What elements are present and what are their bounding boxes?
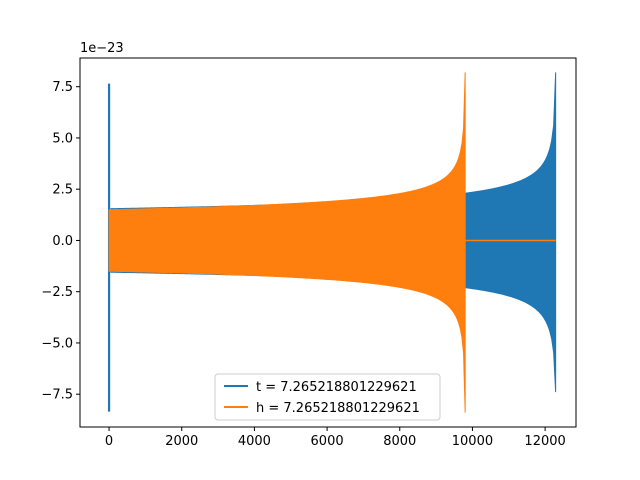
x-axis: 0 2000 4000 6000 8000 10000 12000 xyxy=(105,427,566,449)
plot-frame xyxy=(79,57,577,428)
legend: t = 7.265218801229621 h = 7.265218801229… xyxy=(214,373,441,421)
series-layer xyxy=(107,72,557,413)
y-axis: −7.5 −5.0 −2.5 0.0 2.5 5.0 7.5 xyxy=(41,80,80,403)
series-h xyxy=(108,72,556,413)
y-tick-label: −7.5 xyxy=(41,388,73,403)
legend-label-t: t = 7.265218801229621 xyxy=(256,380,417,395)
x-tick-label: 10000 xyxy=(452,434,493,449)
x-tick-label: 12000 xyxy=(524,434,565,449)
plot-series xyxy=(107,72,557,413)
x-tick-label: 4000 xyxy=(238,434,271,449)
series-envelope xyxy=(108,72,466,413)
y-tick-label: 5.0 xyxy=(52,131,73,146)
y-tick-label: −5.0 xyxy=(41,336,73,351)
legend-label-h: h = 7.265218801229621 xyxy=(256,401,420,416)
x-tick-label: 2000 xyxy=(165,434,198,449)
x-tick-label: 0 xyxy=(105,434,113,449)
y-tick-label: 2.5 xyxy=(52,183,73,198)
x-tick-label: 8000 xyxy=(383,434,416,449)
y-offset-label: 1e−23 xyxy=(80,41,124,56)
y-tick-label: 0.0 xyxy=(52,234,73,249)
legend-box xyxy=(214,373,441,421)
y-tick-label: −2.5 xyxy=(41,285,73,300)
x-tick-label: 6000 xyxy=(311,434,344,449)
y-tick-label: 7.5 xyxy=(52,80,73,95)
